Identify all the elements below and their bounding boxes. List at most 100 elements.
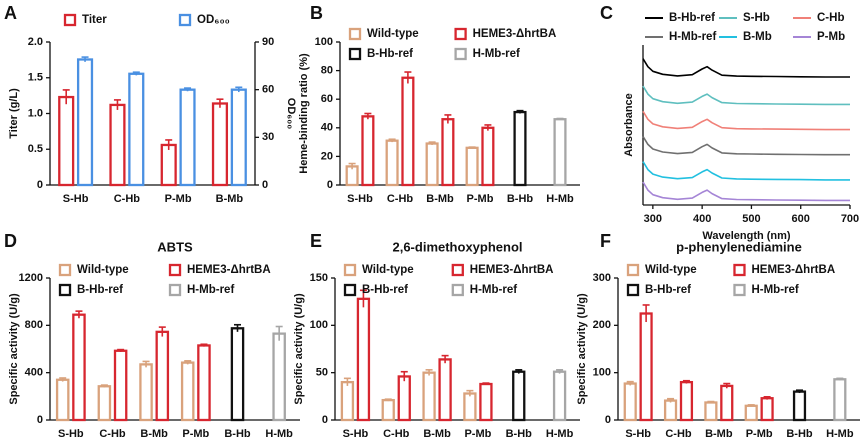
- bar: [552, 370, 567, 422]
- y-tick-label: 60: [321, 93, 333, 105]
- x-tick-label: 600: [792, 213, 810, 225]
- bar: [744, 404, 758, 422]
- bar: [704, 401, 718, 422]
- legend-label: OD₆₀₀: [197, 14, 230, 26]
- panel-letter: F: [600, 231, 611, 251]
- bar: [230, 88, 247, 187]
- bar: [272, 332, 286, 422]
- bar: [340, 380, 355, 422]
- legend-swatch: [58, 283, 72, 297]
- x-tick-label: H-Mb: [546, 193, 574, 205]
- y2-axis-label: OD₆₀₀: [285, 98, 297, 129]
- legend-label: HEME3-ΔhrtBA: [187, 264, 271, 276]
- bar: [422, 371, 436, 422]
- bar: [76, 58, 94, 187]
- chart-title: 2,6-dimethoxyphenol: [392, 239, 522, 254]
- y-tick-label: 0: [37, 179, 43, 191]
- legend-swatch: [343, 283, 357, 297]
- x-tick-label: H-Mb: [826, 428, 854, 440]
- bar: [179, 88, 196, 187]
- bar: [160, 143, 177, 187]
- x-tick-label: C-Hb: [665, 428, 692, 440]
- y-axis-label: Heme-binding ratio (%): [298, 53, 310, 174]
- legend-swatch: [454, 47, 467, 61]
- bar: [513, 110, 527, 187]
- legend-label: H-Mb-ref: [473, 48, 520, 60]
- spectrum-line: [642, 181, 850, 202]
- legend-label: P-Mb: [817, 31, 845, 43]
- x-axis-label: Wavelength (nm): [702, 230, 791, 242]
- bar: [465, 146, 479, 187]
- y-tick-label: 20: [321, 150, 333, 162]
- legend-swatch: [451, 283, 464, 297]
- legend-swatch: [58, 263, 72, 277]
- legend-label: HEME3-ΔhrtBA: [751, 264, 835, 276]
- x-tick-label: 700: [841, 213, 859, 225]
- bar: [381, 398, 395, 422]
- x-tick-label: B-Hb: [786, 428, 813, 440]
- bar: [512, 370, 526, 422]
- bar: [139, 363, 153, 422]
- bar: [720, 384, 734, 422]
- legend-label: Titer: [82, 14, 107, 26]
- panel-letter: B: [310, 3, 323, 23]
- bar: [463, 392, 477, 422]
- panel-letter: C: [600, 3, 613, 23]
- legend-label: HEME3-ΔhrtBA: [473, 28, 557, 40]
- legend-swatch: [626, 263, 640, 277]
- y-tick-label: 800: [25, 319, 43, 331]
- x-tick-label: 300: [644, 213, 662, 225]
- x-tick-label: S-Hb: [625, 428, 651, 440]
- y-tick-label: 0: [605, 414, 611, 426]
- legend-swatch: [168, 283, 182, 297]
- x-tick-label: S-Hb: [63, 193, 89, 205]
- y-axis-label: Titer (g/L): [8, 88, 20, 139]
- panel-letter: D: [4, 231, 17, 251]
- spectrum-line: [642, 161, 850, 181]
- y-tick-label: 40: [321, 122, 333, 134]
- x-tick-label: P-Mb: [165, 193, 192, 205]
- legend-swatch: [348, 47, 362, 61]
- spectrum-line: [642, 135, 850, 156]
- legend-label: H-Mb-ref: [187, 284, 234, 296]
- bar: [113, 349, 128, 422]
- legend-swatch: [178, 13, 192, 27]
- legend-swatch: [626, 283, 640, 297]
- chart-title: p-phenylenediamine: [676, 239, 802, 254]
- bar: [155, 330, 170, 422]
- x-tick-label: S-Hb: [58, 428, 84, 440]
- bar: [361, 115, 375, 187]
- y-axis-label: Specific activity (U/g): [293, 293, 305, 405]
- x-tick-label: B-Mb: [140, 428, 168, 440]
- bar: [211, 102, 229, 187]
- legend-swatch: [454, 27, 467, 41]
- bar: [553, 118, 567, 187]
- x-tick-label: B-Hb: [224, 428, 251, 440]
- legend-label: C-Hb: [817, 12, 844, 24]
- y-tick-label: 2.0: [28, 36, 43, 48]
- bar: [663, 399, 678, 422]
- bar: [356, 297, 371, 422]
- y-tick-label: 100: [310, 319, 328, 331]
- y-tick-label: 1.0: [28, 107, 43, 119]
- x-tick-label: P-Mb: [467, 193, 494, 205]
- y-tick-label: 100: [593, 367, 611, 379]
- y-tick-label: 0.5: [28, 143, 43, 155]
- legend-label: HEME3-ΔhrtBA: [470, 264, 554, 276]
- bar: [58, 95, 75, 187]
- legend-label: H-Mb-ref: [470, 284, 517, 296]
- x-tick-label: H-Mb: [265, 428, 293, 440]
- bar: [623, 382, 637, 422]
- legend-swatch: [168, 263, 182, 277]
- x-tick-label: H-Mb: [546, 428, 574, 440]
- bar: [438, 358, 452, 422]
- legend-label: B-Hb-ref: [645, 284, 691, 296]
- legend-label: Wild-type: [362, 264, 414, 276]
- bar: [401, 76, 415, 187]
- legend-label: B-Hb-ref: [669, 12, 715, 24]
- bar: [679, 380, 694, 422]
- legend-swatch: [733, 283, 746, 297]
- x-tick-label: 400: [693, 213, 711, 225]
- x-tick-label: B-Hb: [507, 193, 534, 205]
